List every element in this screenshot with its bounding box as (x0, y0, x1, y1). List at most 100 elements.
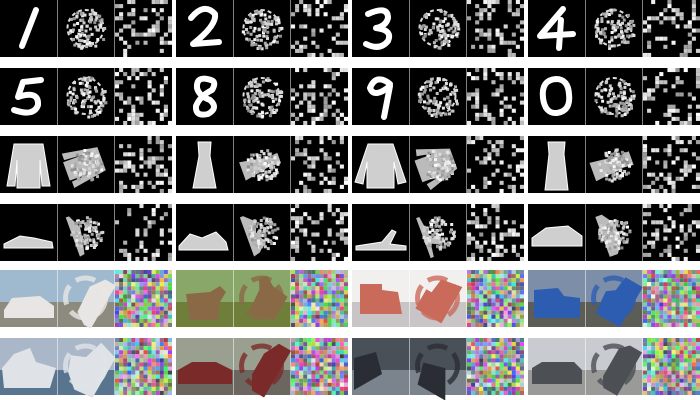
noise-pixel (491, 382, 496, 387)
noise-pixel (679, 120, 684, 125)
image-panel (115, 270, 172, 327)
scramble-pixel (258, 155, 262, 159)
noise-pixel (335, 358, 340, 363)
noise-pixel (335, 92, 340, 97)
noise-pixel (671, 184, 676, 189)
noise-pixel (487, 32, 492, 37)
noise-pixel (339, 310, 344, 315)
noise-pixel (323, 382, 328, 387)
noise-pixel (471, 298, 476, 303)
noise-pixel (503, 338, 508, 343)
noise-pixel (495, 378, 500, 383)
noise-pixel (139, 294, 144, 299)
scramble-pixel (91, 165, 95, 169)
scramble-pixel (251, 13, 255, 17)
noise-pixel (115, 362, 120, 367)
scramble-pixel (246, 168, 250, 172)
noise-pixel (647, 24, 652, 29)
noise-pixel (479, 306, 484, 311)
noise-pixel (519, 184, 524, 189)
noise-pixel (295, 378, 300, 383)
scramble-pixel (599, 231, 603, 235)
noise-pixel (667, 290, 672, 295)
noise-pixel (515, 390, 520, 395)
noise-pixel (327, 282, 332, 287)
noise-pixel (483, 342, 488, 347)
noise-pixel (651, 286, 656, 291)
noise-pixel (651, 322, 656, 327)
noise-pixel (127, 350, 132, 355)
noise-pixel (147, 164, 152, 169)
scramble-pixel (439, 245, 443, 249)
noise-pixel (695, 274, 700, 279)
noise-pixel (151, 120, 156, 125)
scramble-pixel (604, 241, 608, 245)
noise-pixel (475, 104, 480, 109)
noise-pixel (323, 108, 328, 113)
noise-pixel (163, 302, 168, 307)
noise-pixel (647, 96, 652, 101)
noise-pixel (343, 116, 348, 121)
noise-pixel (503, 282, 508, 287)
noise-pixel (159, 358, 164, 363)
noise-pixel (695, 76, 700, 81)
scramble-pixel (263, 29, 267, 33)
scramble-pixel (449, 82, 453, 86)
noise-pixel (123, 374, 128, 379)
scramble-pixel (607, 151, 611, 154)
noise-pixel (331, 286, 336, 291)
image-panel (176, 136, 233, 193)
noise-pixel (519, 120, 524, 125)
swirl-ring (63, 275, 108, 321)
noise-pixel (327, 314, 332, 319)
noise-pixel (655, 36, 660, 41)
noise-pixel (495, 278, 500, 283)
noise-pixel (679, 306, 684, 311)
noise-pixel (331, 358, 336, 363)
scramble-pixel (89, 76, 93, 80)
noise-pixel (643, 370, 648, 375)
noise-pixel (163, 294, 168, 299)
scramble-pixel (608, 104, 612, 108)
noise-pixel (519, 298, 524, 303)
noise-pixel (467, 220, 472, 225)
noise-pixel (471, 322, 476, 327)
noise-pixel (675, 236, 680, 241)
noise-pixel (131, 116, 136, 121)
scramble-pixel (248, 226, 252, 230)
noise-pixel (139, 370, 144, 375)
noise-pixel (339, 390, 344, 395)
noise-pixel (495, 386, 500, 391)
noise-pixel (155, 382, 160, 387)
noise-pixel (159, 16, 164, 21)
noise-pixel (315, 382, 320, 387)
noise-pixel (675, 318, 680, 323)
noise-pixel (123, 24, 128, 29)
image-panel (0, 68, 57, 125)
noise-pixel (131, 104, 136, 109)
scramble-pixel (453, 92, 457, 96)
noise-pixel (343, 382, 348, 387)
scramble-pixel (619, 91, 623, 95)
noise-pixel (507, 116, 512, 121)
scramble-pixel (247, 97, 251, 101)
scramble-pixel (83, 33, 87, 37)
scramble-pixel (268, 15, 272, 19)
noise-pixel (643, 282, 648, 287)
noise-pixel (143, 160, 148, 165)
noise-pixel (507, 40, 512, 45)
noise-pixel (323, 68, 328, 73)
noise-pixel (679, 370, 684, 375)
noise-pixel (499, 112, 504, 117)
scramble-pixel (72, 101, 75, 105)
scramble-pixel (98, 110, 102, 114)
noise-pixel (115, 270, 120, 275)
noise-pixel (291, 318, 296, 323)
scramble-pixel (78, 81, 82, 85)
noise-pixel (127, 12, 132, 17)
noise-pixel (695, 104, 700, 109)
noise-pixel (143, 310, 148, 315)
noise-pixel (475, 68, 480, 73)
noise-pixel (487, 338, 492, 343)
noise-pixel (307, 366, 312, 371)
